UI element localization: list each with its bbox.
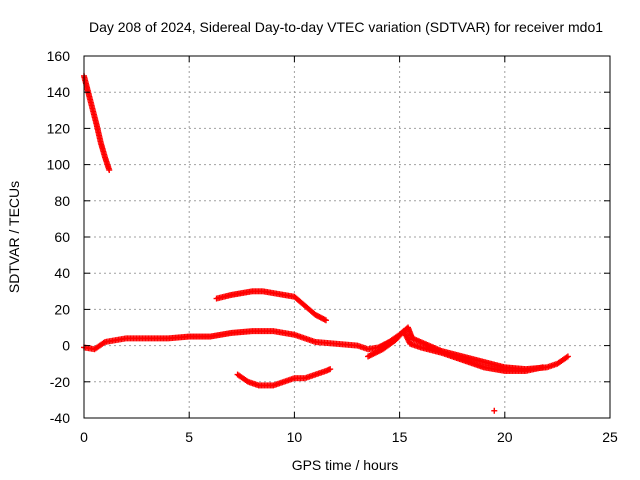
lower-arc-marker: [327, 366, 334, 373]
y-tick-label: -40: [50, 410, 70, 426]
y-tick-label: -20: [50, 374, 70, 390]
y-axis-label: SDTVAR / TECUs: [6, 181, 22, 293]
grid-lines: [84, 56, 610, 418]
x-axis-label: GPS time / hours: [292, 457, 399, 473]
x-tick-label: 0: [80, 429, 88, 445]
y-tick-label: 20: [54, 301, 70, 317]
axis-ticks: 0 5 10 15 20 25 -40 -20 0 20 40 60 80 100 120 140 160: [47, 48, 618, 445]
y-tick-label: 140: [47, 84, 71, 100]
secondary-track-marker: [539, 364, 546, 371]
y-tick-label: 160: [47, 48, 71, 64]
main-track-marker: [564, 353, 571, 360]
x-tick-label: 15: [392, 429, 408, 445]
y-tick-label: 80: [54, 193, 70, 209]
y-tick-label: 0: [62, 338, 70, 354]
outlier-marker: [491, 407, 498, 414]
y-tick-label: 120: [47, 120, 71, 136]
y-tick-label: 100: [47, 157, 71, 173]
y-tick-label: 60: [54, 229, 70, 245]
data-points: [81, 72, 571, 414]
early-high-arc-marker: [106, 167, 113, 174]
x-tick-label: 10: [287, 429, 303, 445]
chart-title: Day 208 of 2024, Sidereal Day-to-day VTE…: [89, 19, 603, 35]
x-tick-label: 20: [497, 429, 513, 445]
upper-arc-marker: [322, 317, 329, 324]
x-tick-label: 5: [185, 429, 193, 445]
plot-frame: [83, 55, 611, 419]
y-tick-label: 40: [54, 265, 70, 281]
x-tick-label: 25: [602, 429, 618, 445]
